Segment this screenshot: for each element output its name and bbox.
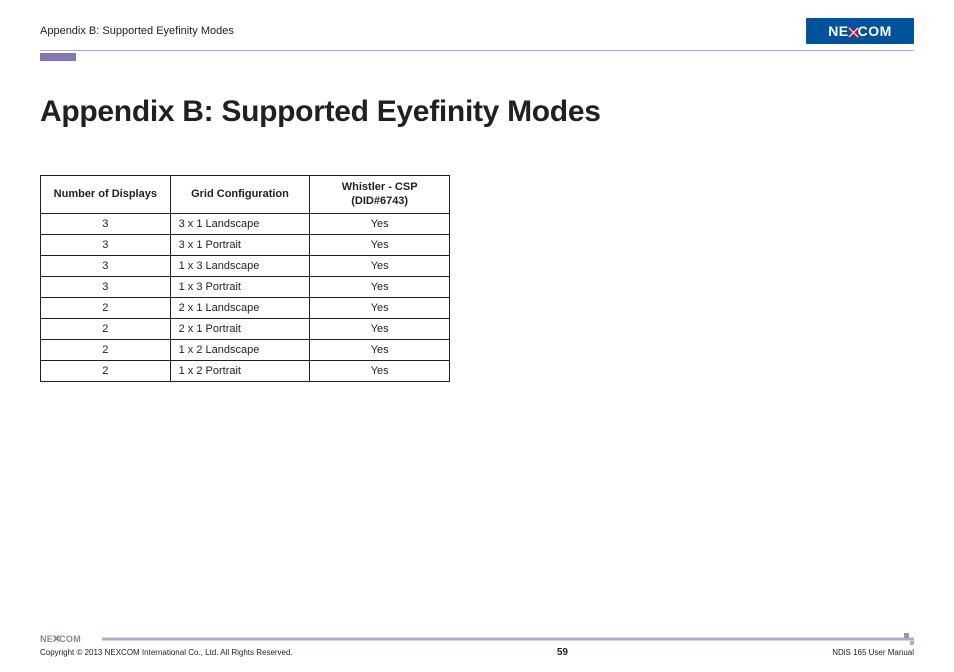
table-row: 21 x 2 LandscapeYes <box>41 339 450 360</box>
table-cell: Yes <box>310 318 450 339</box>
col-header-whistler: Whistler - CSP (DID#6743) <box>310 176 450 214</box>
header-rule <box>40 50 914 51</box>
table-cell: 1 x 2 Portrait <box>170 360 310 381</box>
table-cell: 3 x 1 Landscape <box>170 213 310 234</box>
table-cell: 2 <box>41 318 171 339</box>
table-header-row: Number of Displays Grid Configuration Wh… <box>41 176 450 214</box>
footer-ornament-top <box>904 633 909 638</box>
table-cell: 2 <box>41 297 171 318</box>
table-cell: 2 <box>41 360 171 381</box>
table-cell: 3 <box>41 276 171 297</box>
brand-logo: NE COM <box>806 18 914 44</box>
manual-name: NDiS 165 User Manual <box>832 648 914 657</box>
table-cell: Yes <box>310 213 450 234</box>
table-cell: Yes <box>310 339 450 360</box>
table-cell: Yes <box>310 297 450 318</box>
table-cell: Yes <box>310 255 450 276</box>
page-title: Appendix B: Supported Eyefinity Modes <box>40 95 914 129</box>
table-cell: 3 x 1 Portrait <box>170 234 310 255</box>
table-cell: 2 <box>41 339 171 360</box>
accent-bar <box>40 53 76 61</box>
table-row: 22 x 1 PortraitYes <box>41 318 450 339</box>
table-row: 31 x 3 LandscapeYes <box>41 255 450 276</box>
footer-logo-right: COM <box>59 634 81 644</box>
whistler-line2: (DID#6743) <box>351 195 408 207</box>
table-cell: Yes <box>310 234 450 255</box>
copyright-text: Copyright © 2013 NEXCOM International Co… <box>40 648 293 657</box>
footer-logo: NE COM <box>40 633 96 645</box>
eyefinity-modes-table: Number of Displays Grid Configuration Wh… <box>40 175 450 382</box>
table-cell: 2 x 1 Landscape <box>170 297 310 318</box>
table-cell: Yes <box>310 360 450 381</box>
table-cell: 2 x 1 Portrait <box>170 318 310 339</box>
page-number: 59 <box>557 647 568 658</box>
running-head: Appendix B: Supported Eyefinity Modes <box>40 25 234 37</box>
table-row: 31 x 3 PortraitYes <box>41 276 450 297</box>
footer-logo-left: NE <box>40 634 53 644</box>
table-cell: Yes <box>310 276 450 297</box>
table-row: 33 x 1 LandscapeYes <box>41 213 450 234</box>
table-cell: 1 x 2 Landscape <box>170 339 310 360</box>
table-row: 21 x 2 PortraitYes <box>41 360 450 381</box>
table-cell: 1 x 3 Portrait <box>170 276 310 297</box>
table-row: 33 x 1 PortraitYes <box>41 234 450 255</box>
table-cell: 3 <box>41 234 171 255</box>
logo-text-left: NE <box>828 23 848 39</box>
table-row: 22 x 1 LandscapeYes <box>41 297 450 318</box>
col-header-grid: Grid Configuration <box>170 176 310 214</box>
logo-text-right: COM <box>858 23 892 39</box>
table-cell: 1 x 3 Landscape <box>170 255 310 276</box>
footer-rule <box>102 638 914 641</box>
table-cell: 3 <box>41 213 171 234</box>
whistler-line1: Whistler - CSP <box>342 181 418 193</box>
footer-ornament-bot <box>910 641 914 645</box>
logo-x-icon <box>849 23 858 39</box>
col-header-displays: Number of Displays <box>41 176 171 214</box>
table-cell: 3 <box>41 255 171 276</box>
